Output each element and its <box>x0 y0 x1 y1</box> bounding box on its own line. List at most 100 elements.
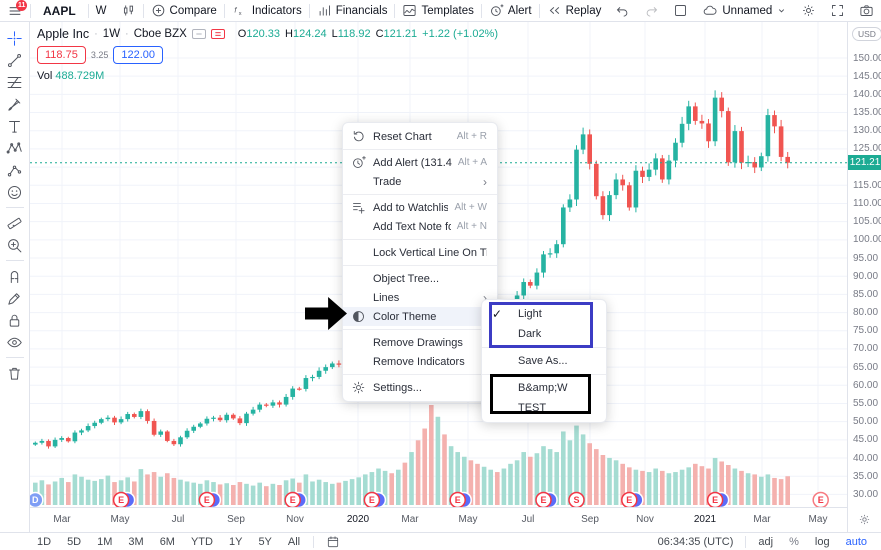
stay-in-drawing-mode-tool[interactable] <box>2 287 28 309</box>
menu-divider <box>482 347 606 348</box>
xabcd-pattern-tool[interactable] <box>2 137 28 159</box>
emoji-tool[interactable] <box>2 181 28 203</box>
chart-properties-button[interactable] <box>794 0 823 21</box>
redo-button[interactable] <box>637 0 666 21</box>
earnings-marker[interactable]: E <box>621 491 644 509</box>
range-5d-button[interactable]: 5D <box>60 533 88 550</box>
hide-drawings-tool[interactable] <box>2 331 28 353</box>
log-scale-toggle[interactable]: log <box>814 535 830 548</box>
volume-bar <box>105 475 111 505</box>
financials-button[interactable]: Financials <box>310 0 395 21</box>
alert-button[interactable]: Alert <box>482 0 539 21</box>
zoom-in-tool[interactable] <box>2 234 28 256</box>
fib-tools-tool[interactable] <box>2 71 28 93</box>
menu-item-color-theme[interactable]: Color Theme› <box>343 307 497 326</box>
volume-value: 488.729M <box>55 70 105 82</box>
toolbar-divider <box>142 3 144 18</box>
measure-tool[interactable] <box>2 212 28 234</box>
split-marker[interactable]: S <box>568 491 585 509</box>
candle-body <box>237 418 243 424</box>
lock-drawings-tool[interactable] <box>2 309 28 331</box>
submenu-item-b-amp-w[interactable]: B&amp;W <box>482 378 606 398</box>
price-tick: 135.00 <box>853 107 881 119</box>
legend-flag-icon[interactable] <box>210 29 225 39</box>
earnings-marker[interactable]: E <box>535 491 558 509</box>
chart-style-button[interactable] <box>114 0 143 21</box>
legend-exchange[interactable]: Cboe BZX <box>133 28 187 40</box>
brush-tool[interactable] <box>2 93 28 115</box>
menu-item-reset-chart[interactable]: Reset Chart Alt + R <box>343 127 497 146</box>
menu-item-remove-drawings[interactable]: Remove Drawings <box>343 333 497 352</box>
range-1m-button[interactable]: 1M <box>90 533 119 550</box>
candle-body <box>561 207 566 245</box>
submenu-item-dark[interactable]: Dark <box>482 324 606 344</box>
adjust-data-toggle[interactable]: adj <box>758 535 774 548</box>
menu-item-add-to-watchlist-aapl[interactable]: Add to Watchlist AAPL Alt + W <box>343 198 497 217</box>
percent-scale-toggle[interactable]: % <box>789 535 799 548</box>
replay-button[interactable]: Replay <box>540 0 609 21</box>
undo-button[interactable] <box>608 0 637 21</box>
earnings-marker[interactable]: E <box>284 491 307 509</box>
menu-item-lock-vertical-line-on-time-axis[interactable]: Lock Vertical Line On Time Axis <box>343 243 497 262</box>
sell-button[interactable]: 118.75 <box>37 46 86 64</box>
earnings-marker[interactable]: E <box>198 491 222 509</box>
currency-label[interactable]: USD <box>852 27 881 41</box>
symbol-search-button[interactable]: AAPL <box>31 0 88 21</box>
fullscreen-button[interactable] <box>823 0 852 21</box>
range-3m-button[interactable]: 3M <box>121 533 150 550</box>
compare-button[interactable]: Compare <box>144 0 224 21</box>
menu-item-remove-indicators[interactable]: Remove Indicators <box>343 352 497 371</box>
magnet-tool[interactable] <box>2 265 28 287</box>
dividend-marker[interactable]: D <box>27 491 44 509</box>
interval-button[interactable]: W <box>89 0 114 21</box>
main-menu-button[interactable]: 11 <box>0 0 30 21</box>
time-tick: Nov <box>286 514 304 525</box>
templates-button[interactable]: Templates <box>395 0 480 21</box>
price-axis[interactable]: USD 121.21 150.00 145.00 140.00 135.00 130.0… <box>847 22 881 507</box>
submenu-item-test[interactable]: TEST <box>482 398 606 418</box>
earnings-marker[interactable]: E <box>363 491 387 509</box>
cloud-layout-button[interactable]: Unnamed <box>695 0 794 21</box>
range-ytd-button[interactable]: YTD <box>184 533 220 550</box>
time-axis[interactable]: Mar May Jul Sep Nov 2020 Mar May Jul Sep Nov 2021 Ma… <box>30 507 847 532</box>
earnings-marker[interactable]: E <box>706 491 730 509</box>
auto-scale-toggle[interactable]: auto <box>845 535 867 548</box>
volume-label[interactable]: Vol <box>37 70 53 82</box>
menu-item-add-text-note-for-aapl[interactable]: Add Text Note for AAPL Alt + N <box>343 217 497 236</box>
menu-item-add-alert-131-41[interactable]: Add Alert (131.41)... Alt + A <box>343 153 497 172</box>
axis-settings-corner[interactable] <box>847 507 881 532</box>
range-6m-button[interactable]: 6M <box>153 533 182 550</box>
clock[interactable]: 06:34:35 (UTC) <box>657 535 734 548</box>
legend-symbol-title[interactable]: Apple Inc <box>37 27 90 41</box>
crosshair-tool[interactable] <box>2 27 28 49</box>
range-1d-button[interactable]: 1D <box>30 533 58 550</box>
text-tool-tool[interactable] <box>2 115 28 137</box>
submenu-item-light[interactable]: ✓ Light <box>482 304 606 324</box>
go-to-date-button[interactable] <box>320 535 346 549</box>
earnings-marker[interactable]: E <box>112 491 136 509</box>
crosshair-icon <box>7 30 22 46</box>
menu-item-object-tree[interactable]: Object Tree... <box>343 269 497 288</box>
legend-interval[interactable]: 1W <box>102 28 121 40</box>
earnings-marker[interactable]: E <box>449 491 472 509</box>
range-5y-button[interactable]: 5Y <box>251 533 278 550</box>
menu-item-settings[interactable]: Settings... <box>343 378 497 397</box>
submenu-item-save-as[interactable]: Save As... <box>482 351 606 371</box>
legend-hide-icon[interactable] <box>191 29 206 39</box>
legend-ohlc: O120.33 H124.24 L118.92 C121.21 +1.22 (+… <box>238 28 498 40</box>
remove-objects-tool[interactable] <box>2 362 28 384</box>
candle-body <box>303 378 309 389</box>
layout-select-button[interactable] <box>666 0 695 21</box>
range-1y-button[interactable]: 1Y <box>222 533 249 550</box>
menu-item-trade[interactable]: Trade › <box>343 172 497 191</box>
earnings-upcoming-marker[interactable]: E <box>812 491 829 509</box>
range-all-button[interactable]: All <box>281 533 307 550</box>
trend-line-tool[interactable] <box>2 49 28 71</box>
forecast-tool[interactable] <box>2 159 28 181</box>
buy-button[interactable]: 122.00 <box>113 46 164 64</box>
snapshot-button[interactable] <box>852 0 881 21</box>
menu-item-lines[interactable]: Lines › <box>343 288 497 307</box>
